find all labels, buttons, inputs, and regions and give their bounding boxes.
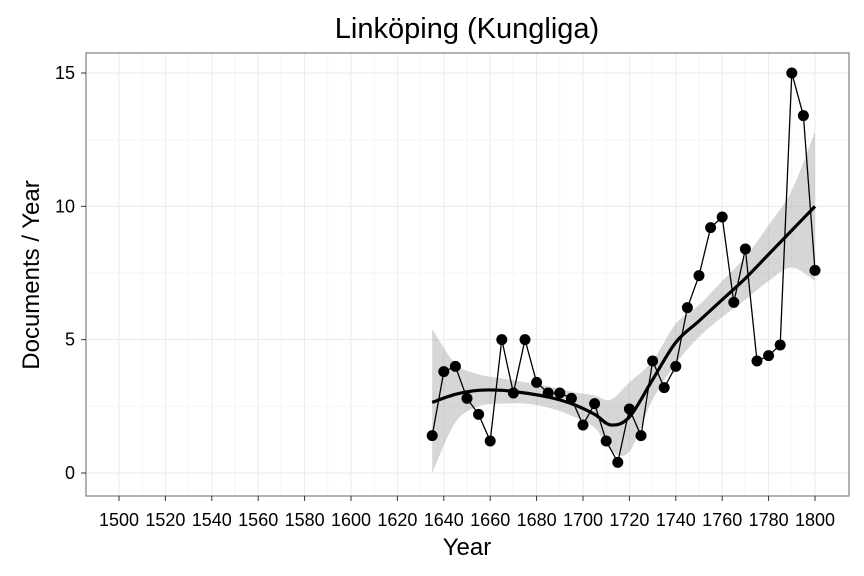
- data-point: [728, 296, 740, 308]
- data-point: [716, 211, 728, 223]
- data-point: [658, 382, 670, 394]
- x-tick-label: 1640: [424, 510, 464, 530]
- data-point: [786, 67, 798, 79]
- x-tick-label: 1620: [377, 510, 417, 530]
- y-tick-label: 10: [55, 196, 75, 216]
- data-point: [612, 456, 624, 468]
- data-point: [496, 334, 508, 346]
- data-point: [623, 403, 635, 415]
- data-point: [751, 355, 763, 367]
- data-point: [681, 302, 693, 314]
- data-point: [531, 376, 543, 388]
- confidence-band: [432, 131, 815, 473]
- x-axis: 1500 1520 1540 1560 1580 1600 1620 1640 1660 1680…: [99, 496, 835, 530]
- data-point: [647, 355, 659, 367]
- x-tick-label: 1540: [192, 510, 232, 530]
- x-tick-label: 1780: [749, 510, 789, 530]
- smooth-confidence-band: [432, 131, 815, 473]
- x-tick-label: 1500: [99, 510, 139, 530]
- x-tick-label: 1760: [702, 510, 742, 530]
- data-points: [426, 67, 821, 468]
- x-tick-label: 1520: [145, 510, 185, 530]
- data-point: [554, 387, 566, 399]
- data-point: [484, 435, 496, 447]
- data-point: [600, 435, 612, 447]
- data-point: [809, 264, 821, 276]
- data-point: [438, 366, 450, 378]
- data-point: [797, 110, 809, 122]
- data-point: [507, 387, 519, 399]
- y-tick-label: 0: [65, 463, 75, 483]
- chart-title: Linköping (Kungliga): [335, 13, 599, 45]
- x-tick-label: 1740: [656, 510, 696, 530]
- x-tick-label: 1560: [238, 510, 278, 530]
- x-axis-title: Year: [443, 534, 492, 561]
- y-axis-title: Documents / Year: [18, 180, 45, 369]
- data-point: [449, 360, 461, 372]
- y-tick-label: 5: [65, 330, 75, 350]
- data-point: [705, 222, 717, 234]
- plot-panel: [85, 52, 850, 497]
- x-tick-label: 1800: [795, 510, 835, 530]
- y-axis: 0 5 10 15: [55, 63, 86, 483]
- data-point: [774, 339, 786, 351]
- data-point: [519, 334, 531, 346]
- x-tick-label: 1660: [470, 510, 510, 530]
- data-point: [542, 387, 554, 399]
- data-point: [739, 243, 751, 255]
- x-tick-label: 1720: [609, 510, 649, 530]
- data-point: [763, 350, 775, 362]
- data-point: [693, 270, 705, 282]
- data-point: [577, 419, 589, 431]
- data-point: [426, 430, 438, 442]
- series-line-smooth: [431, 205, 817, 427]
- x-tick-label: 1580: [285, 510, 325, 530]
- data-point: [473, 408, 485, 420]
- data-point: [589, 398, 601, 410]
- data-point: [461, 392, 473, 404]
- data-point: [565, 392, 577, 404]
- data-point: [670, 360, 682, 372]
- x-tick-label: 1700: [563, 510, 603, 530]
- series-lines: [431, 72, 817, 465]
- y-tick-label: 15: [55, 63, 75, 83]
- x-tick-label: 1680: [517, 510, 557, 530]
- x-tick-label: 1600: [331, 510, 371, 530]
- data-point: [635, 430, 647, 442]
